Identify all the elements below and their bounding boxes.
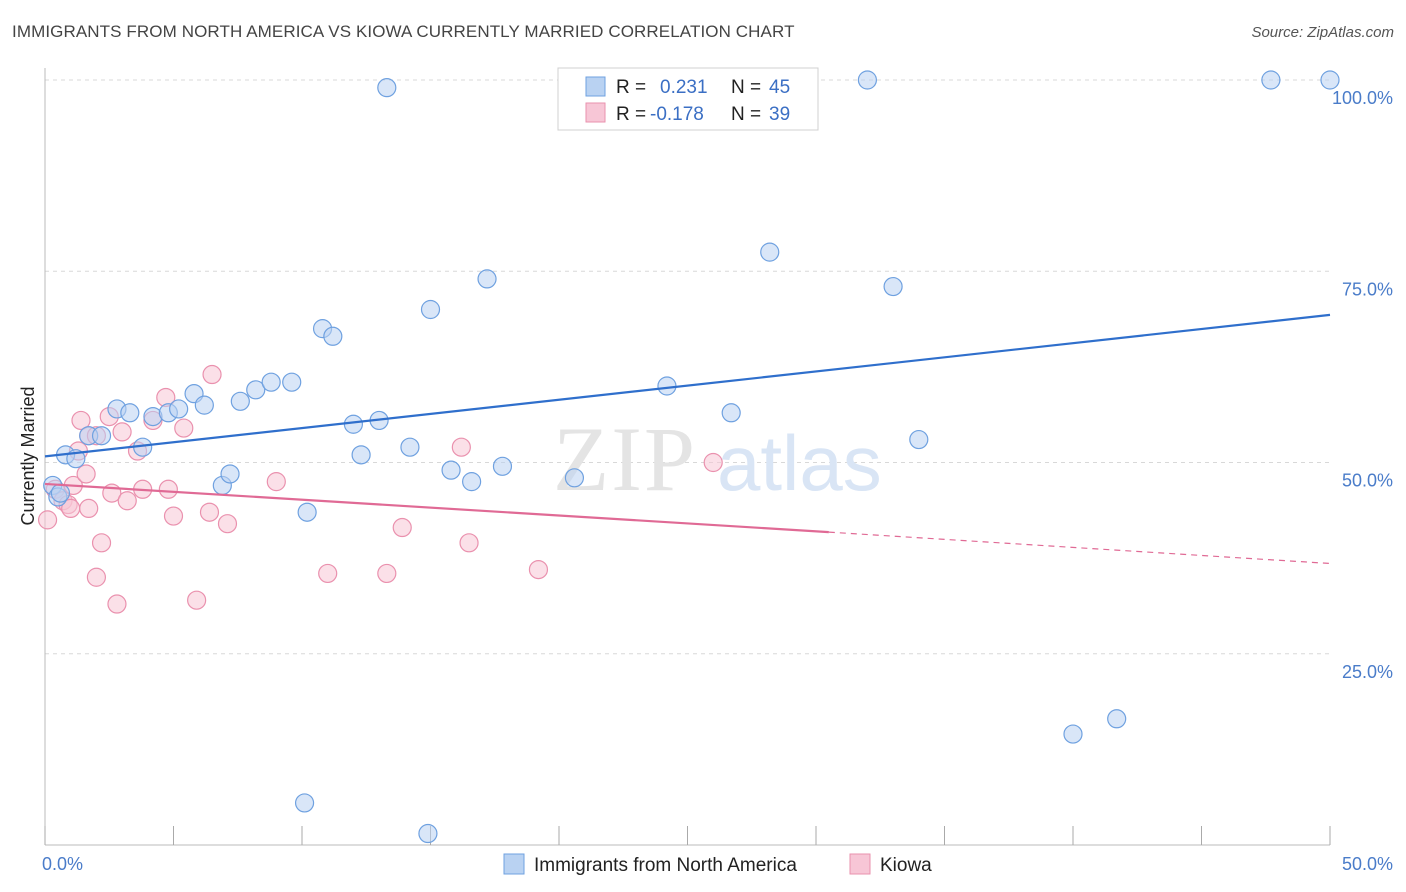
bottom-legend-swatch-blue [503, 853, 525, 875]
kiowa-trend-line-dashed [828, 531, 1331, 565]
kiowa-points [37, 364, 723, 614]
legend-r-label-1: R = [616, 77, 646, 98]
legend-swatch-pink [585, 102, 606, 123]
immigrants-point-41 [883, 276, 903, 297]
kiowa-point-12 [91, 533, 112, 553]
immigrants-point-35 [492, 456, 513, 476]
legend: R = 0.231 N = 45 R = -0.178 N = 39 [557, 67, 819, 131]
kiowa-point-9 [71, 410, 91, 431]
y-axis-label: Currently Married [18, 386, 38, 525]
legend-r-value-2: -0.178 [650, 104, 704, 125]
legend-n-value-2: 39 [769, 104, 790, 125]
y-tick-labels: 25.0% 50.0% 75.0% 100.0% [1332, 88, 1393, 682]
legend-swatch-blue [585, 76, 606, 97]
legend-n-label-2: N = [731, 104, 761, 125]
y-tick-label-100: 100.0% [1332, 88, 1393, 108]
immigrants-point-38 [721, 403, 741, 423]
kiowa-point-30 [266, 472, 286, 492]
immigrants-point-39 [760, 242, 780, 262]
immigrants-points [43, 70, 1340, 844]
bottom-legend: Immigrants from North America Kiowa [503, 853, 932, 876]
kiowa-point-13 [86, 567, 107, 587]
bottom-legend-label-blue: Immigrants from North America [534, 855, 797, 876]
legend-r-value-1: 0.231 [660, 77, 708, 98]
y-tick-label-50: 50.0% [1342, 471, 1393, 491]
kiowa-point-27 [199, 502, 220, 522]
kiowa-point-29 [217, 514, 238, 534]
x-tick-labels: 0.0% 50.0% [42, 854, 1393, 874]
kiowa-point-32 [377, 563, 397, 584]
immigrants-point-43 [1063, 724, 1083, 744]
immigrants-point-44 [1107, 709, 1127, 729]
immigrants-point-34 [477, 269, 497, 289]
kiowa-point-0 [37, 510, 58, 530]
immigrants-point-37 [657, 376, 677, 396]
kiowa-point-23 [158, 479, 178, 499]
source-label: Source: ZipAtlas.com [1251, 24, 1394, 41]
kiowa-point-16 [107, 594, 127, 614]
kiowa-point-33 [392, 517, 412, 538]
immigrants-point-12 [169, 399, 189, 419]
legend-n-label-1: N = [731, 77, 761, 98]
immigrants-point-36 [564, 468, 585, 488]
watermark: ZIP atlas [553, 408, 882, 510]
kiowa-point-28 [202, 364, 222, 385]
immigrants-point-2 [50, 483, 71, 503]
watermark-atlas: atlas [717, 419, 882, 507]
immigrants-point-18 [246, 380, 266, 400]
kiowa-point-37 [703, 452, 723, 473]
kiowa-point-18 [117, 491, 137, 511]
trend-lines [44, 313, 1331, 565]
kiowa-point-8 [79, 498, 99, 518]
immigrants-point-30 [418, 823, 438, 844]
immigrants-point-6 [91, 426, 112, 446]
immigrants-point-32 [441, 460, 461, 480]
bottom-legend-label-pink: Kiowa [880, 855, 932, 876]
watermark-zip: ZIP [553, 408, 697, 510]
grid-lines [45, 79, 1330, 655]
immigrants-point-17 [230, 391, 250, 411]
x-tick-label-min: 0.0% [42, 854, 83, 874]
immigrants-point-22 [297, 502, 317, 522]
kiowa-point-34 [451, 437, 471, 457]
immigrants-point-45 [1261, 70, 1281, 90]
immigrants-point-42 [909, 429, 929, 450]
immigrants-point-29 [400, 437, 420, 457]
chart-title: IMMIGRANTS FROM NORTH AMERICA VS KIOWA C… [12, 22, 795, 41]
axes [44, 68, 1331, 846]
kiowa-point-25 [174, 418, 194, 438]
y-tick-label-25: 25.0% [1342, 662, 1393, 682]
kiowa-point-35 [459, 533, 479, 553]
kiowa-point-17 [112, 422, 132, 442]
legend-n-value-1: 45 [769, 77, 790, 98]
immigrants-point-24 [323, 326, 343, 346]
immigrants-point-21 [294, 793, 315, 813]
immigrants-point-14 [194, 395, 214, 415]
immigrants-trend-line [44, 313, 1331, 458]
kiowa-point-24 [163, 506, 184, 526]
kiowa-point-7 [76, 464, 96, 484]
immigrants-point-31 [420, 299, 441, 320]
immigrants-point-26 [351, 445, 371, 465]
immigrants-point-33 [462, 472, 482, 492]
legend-r-label-2: R = [616, 104, 646, 125]
kiowa-trend-line [44, 482, 829, 534]
immigrants-point-46 [1320, 70, 1340, 90]
immigrants-point-20 [282, 372, 302, 392]
immigrants-point-28 [377, 78, 397, 98]
kiowa-point-36 [528, 559, 549, 580]
bottom-legend-swatch-pink [849, 853, 871, 875]
immigrants-point-25 [343, 414, 363, 434]
immigrants-point-16 [220, 464, 240, 484]
kiowa-point-26 [187, 590, 207, 610]
immigrants-point-8 [120, 403, 140, 423]
x-tick-label-max: 50.0% [1342, 854, 1393, 874]
y-tick-label-75: 75.0% [1342, 279, 1393, 299]
immigrants-point-19 [261, 372, 281, 392]
kiowa-point-31 [318, 563, 338, 584]
immigrants-point-40 [857, 70, 878, 90]
